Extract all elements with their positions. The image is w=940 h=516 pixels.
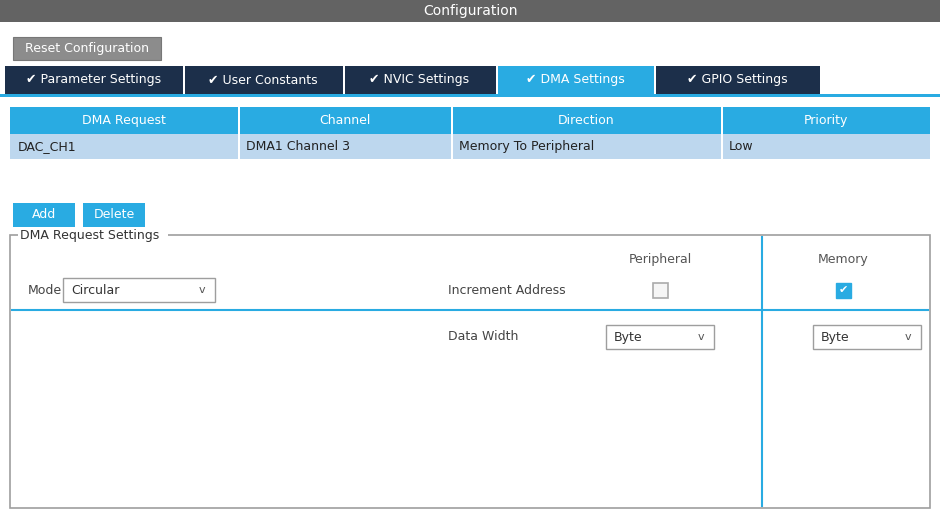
Bar <box>10 134 930 159</box>
Text: ✔: ✔ <box>838 285 848 295</box>
Text: ✔ GPIO Settings: ✔ GPIO Settings <box>687 73 788 87</box>
Text: v: v <box>199 285 206 295</box>
Bar <box>0 94 940 97</box>
Text: ✔ DMA Settings: ✔ DMA Settings <box>525 73 624 87</box>
Text: Memory: Memory <box>818 253 869 266</box>
Text: DMA Request: DMA Request <box>82 114 166 127</box>
Text: ✔ User Constants: ✔ User Constants <box>208 73 318 87</box>
Bar <box>10 107 930 134</box>
Text: ✔ NVIC Settings: ✔ NVIC Settings <box>369 73 470 87</box>
Bar <box>451 107 452 134</box>
Text: Reset Configuration: Reset Configuration <box>25 42 149 55</box>
Bar <box>721 107 723 134</box>
Bar <box>238 134 240 159</box>
Text: Byte: Byte <box>821 331 850 344</box>
Text: DMA Request Settings: DMA Request Settings <box>20 229 159 241</box>
Text: Circular: Circular <box>71 283 119 297</box>
Text: Byte: Byte <box>614 331 643 344</box>
Bar <box>343 66 496 94</box>
Text: Direction: Direction <box>557 114 615 127</box>
Bar <box>343 66 345 94</box>
Bar <box>496 66 498 94</box>
Bar <box>18 229 168 241</box>
Text: Memory To Peripheral: Memory To Peripheral <box>459 140 594 153</box>
Bar <box>5 66 183 94</box>
Bar <box>0 0 940 22</box>
Text: Mode: Mode <box>28 283 62 297</box>
Bar <box>836 282 851 298</box>
Bar <box>13 37 161 60</box>
Text: ✔ Parameter Settings: ✔ Parameter Settings <box>26 73 162 87</box>
Text: v: v <box>905 332 912 342</box>
Bar <box>238 107 240 134</box>
Bar <box>63 278 215 302</box>
Bar <box>813 325 921 349</box>
Text: Data Width: Data Width <box>448 331 518 344</box>
Bar <box>654 66 656 94</box>
Bar <box>10 235 930 508</box>
Text: Peripheral: Peripheral <box>628 253 692 266</box>
Bar <box>451 134 452 159</box>
Bar <box>10 235 930 508</box>
Bar <box>606 325 714 349</box>
Bar <box>183 66 343 94</box>
Text: DAC_CH1: DAC_CH1 <box>18 140 77 153</box>
Text: Increment Address: Increment Address <box>448 283 566 297</box>
Text: Configuration: Configuration <box>423 4 517 18</box>
Text: Add: Add <box>32 208 56 221</box>
Bar <box>654 66 820 94</box>
Text: DMA1 Channel 3: DMA1 Channel 3 <box>246 140 350 153</box>
Text: Low: Low <box>729 140 754 153</box>
Bar <box>496 66 654 94</box>
Bar <box>652 282 667 298</box>
Bar <box>83 203 145 227</box>
Bar <box>13 203 75 227</box>
Text: Channel: Channel <box>319 114 370 127</box>
Bar <box>721 134 723 159</box>
Text: Delete: Delete <box>93 208 134 221</box>
Bar <box>183 66 185 94</box>
Text: v: v <box>698 332 705 342</box>
Text: Priority: Priority <box>804 114 848 127</box>
